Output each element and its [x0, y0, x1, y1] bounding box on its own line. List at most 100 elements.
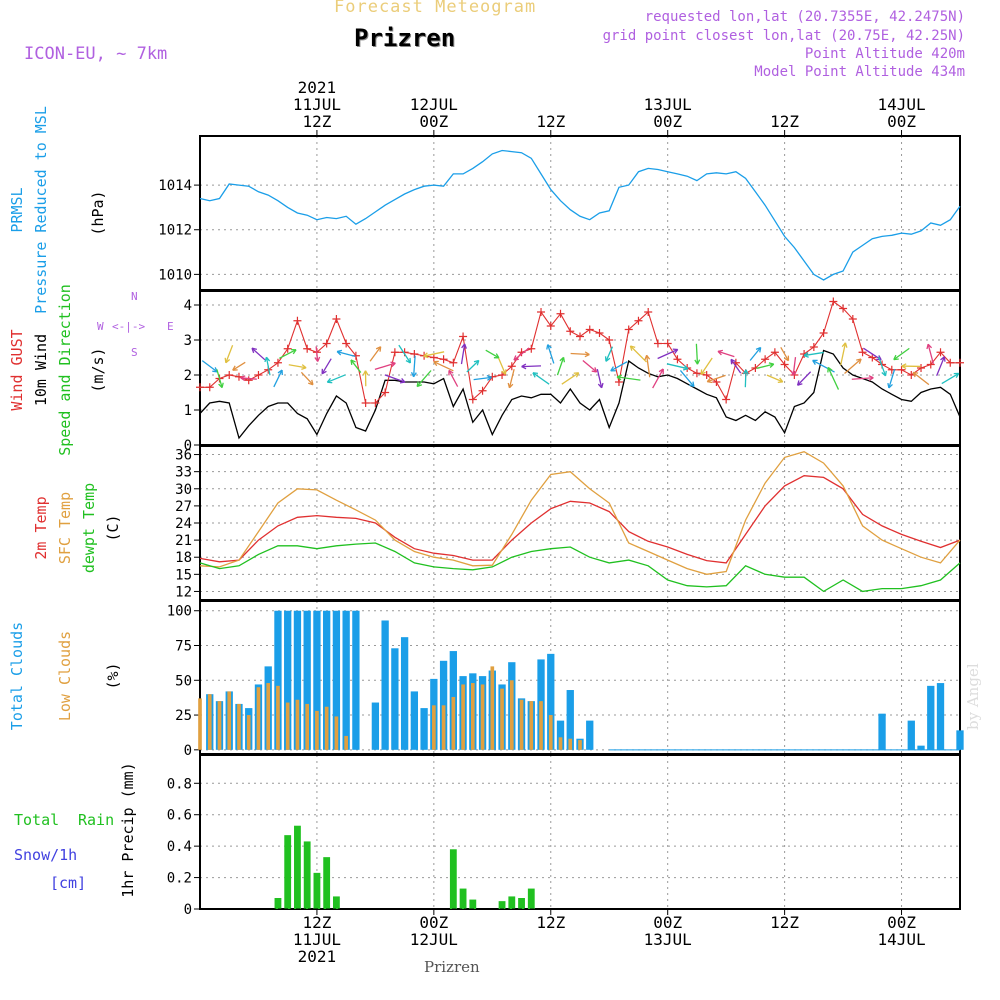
wind-arrow — [605, 346, 614, 362]
cloud-total-bar — [323, 610, 331, 750]
gust-marker — [273, 358, 282, 367]
temp-label-2: SFC Temp — [56, 492, 74, 564]
gridpoint-coords: grid point closest lon,lat (20.75E, 42.2… — [602, 28, 965, 44]
rain-bar — [527, 888, 535, 909]
gust-marker — [663, 339, 672, 348]
time-label-bottom: 00Z — [653, 913, 682, 932]
gust-marker — [780, 360, 789, 369]
wind-arrowhead — [423, 352, 429, 359]
wind-arrow — [797, 371, 812, 386]
wind-arrow — [547, 344, 555, 364]
cloud-low-bar — [295, 699, 300, 750]
wind-arrow — [288, 364, 307, 369]
gust-marker — [556, 309, 565, 318]
gust-marker — [293, 316, 302, 325]
gust-marker — [595, 329, 604, 337]
precip-label-rain: Rain — [78, 811, 114, 829]
wind-arrow — [201, 360, 218, 373]
rain-bar — [333, 896, 340, 909]
gust-marker — [809, 343, 818, 351]
cloud-low-bar — [344, 735, 348, 750]
wind-arrow — [473, 376, 492, 381]
wind-arrowhead — [856, 358, 862, 364]
wind-arrow — [893, 347, 910, 361]
cloud-total-bar — [566, 690, 574, 750]
rain-bar — [449, 849, 457, 909]
wind-arrowhead — [796, 380, 803, 386]
y-tick-label: 100 — [167, 604, 192, 620]
gust-marker — [390, 348, 399, 357]
y-tick-label: 0 — [184, 743, 192, 759]
cloud-total-bar — [956, 730, 964, 750]
wind-arrowhead — [399, 377, 406, 384]
wind-arrow — [646, 355, 651, 378]
y-tick-label: 1 — [184, 403, 192, 419]
wind-arrowhead — [301, 364, 307, 370]
y-tick-label: 12 — [175, 584, 192, 600]
cloud-low-bar — [334, 716, 339, 750]
wind-arrowhead — [405, 357, 412, 364]
y-tick-label: 1012 — [158, 223, 192, 239]
wind-arrow — [652, 368, 664, 389]
model-label: ICON-EU, ~ 7km — [24, 44, 168, 64]
wind-unit: (m/s) — [89, 347, 107, 392]
gust-marker — [673, 355, 682, 364]
cloud-total-bar — [878, 713, 886, 750]
gust-marker — [848, 315, 857, 323]
precip-label-snow: Snow/1h — [14, 846, 77, 864]
gust-marker — [926, 360, 935, 369]
cloud-low-bar — [568, 738, 573, 750]
wind-arrow — [844, 358, 862, 374]
rain-bar — [508, 896, 516, 909]
wind-arrowhead — [610, 366, 616, 372]
cloud-low-bar — [256, 687, 261, 750]
y-tick-label: 18 — [175, 550, 192, 566]
y-tick-label: 33 — [175, 465, 192, 481]
gust-marker — [956, 358, 964, 367]
gust-marker — [644, 308, 653, 316]
cloud-low-bar — [529, 701, 534, 750]
wind-arrow — [466, 360, 480, 373]
wind-arrowhead — [513, 355, 519, 361]
wind-arrowhead — [604, 356, 611, 362]
wind-arrow — [561, 372, 580, 385]
wind-arrowhead — [308, 379, 314, 386]
gust-marker — [449, 358, 458, 367]
gust-marker — [634, 316, 643, 325]
wind-arrowhead — [812, 359, 818, 365]
gust-marker — [361, 399, 370, 407]
wind-arrow — [225, 344, 234, 364]
wind-arrow — [851, 377, 874, 380]
wind-arrowhead — [717, 349, 724, 356]
temp-unit: (C) — [104, 514, 122, 541]
gust-marker — [839, 304, 848, 313]
wind-arrowhead — [291, 348, 297, 355]
cloud-unit: (%) — [104, 662, 122, 689]
wind-arrowhead — [682, 364, 689, 371]
y-tick-label: 24 — [175, 516, 192, 532]
time-label-top: 00Z — [887, 112, 916, 131]
compass-s: S — [131, 346, 138, 359]
wind-arrow — [941, 372, 960, 385]
y-tick-label: 0 — [184, 438, 192, 454]
temp-dewpt-line — [199, 542, 961, 593]
y-tick-label: 27 — [175, 499, 192, 515]
pressure-line — [199, 149, 961, 281]
time-label-bottom: 12Z — [302, 913, 331, 932]
wind-arrow — [803, 351, 824, 357]
wind-arrow — [730, 358, 742, 374]
pressure-label-2: Pressure Reduced to MSL — [32, 106, 50, 314]
time-label-bottom: 12Z — [770, 913, 799, 932]
time-label-bottom: 14JUL — [877, 930, 925, 949]
time-label-bottom: 13JUL — [644, 930, 692, 949]
gust-marker — [614, 378, 623, 386]
cloud-low-bar — [509, 680, 514, 750]
wind-arrow — [596, 368, 603, 389]
y-tick-label: 2 — [184, 368, 192, 384]
y-tick-label: 25 — [175, 708, 192, 724]
wind-arrowhead — [783, 355, 790, 362]
wind-arrowhead — [584, 351, 590, 358]
wind-arrow — [616, 376, 641, 381]
wind-arrow — [513, 347, 530, 361]
cloud-low-bar — [217, 701, 222, 750]
